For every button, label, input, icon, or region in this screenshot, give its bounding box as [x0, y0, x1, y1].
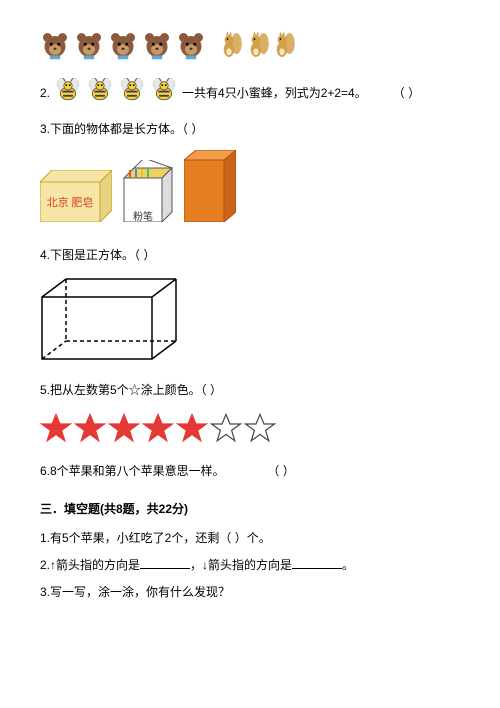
animal-row	[40, 30, 460, 66]
soap-box-icon: 北京 肥皂	[40, 170, 112, 222]
star-icon	[176, 412, 208, 450]
squirrel-icon	[273, 30, 296, 66]
s3-q2-mid: ，↓箭头指的方向是	[190, 558, 292, 572]
star-icon	[210, 412, 242, 450]
svg-text:粉笔: 粉笔	[133, 210, 153, 222]
question-5: 5.把从左数第5个☆涂上颜色。（ ）	[40, 381, 460, 400]
bear-icon	[176, 30, 206, 66]
question-6: 6.8个苹果和第八个苹果意思一样。 （ ）	[40, 462, 460, 481]
bear-icon	[108, 30, 138, 66]
s3-q2-end: 。	[342, 558, 354, 572]
star-icon	[244, 412, 276, 450]
s3-q1: 1.有5个苹果，小红吃了2个，还剩（ ）个。	[40, 529, 460, 548]
star-icon	[142, 412, 174, 450]
s3-q3: 3.写一写，涂一涂，你有什么发现？	[40, 583, 460, 602]
s3-q2: 2.↑箭头指的方向是 ，↓箭头指的方向是 。	[40, 556, 460, 575]
boxes-row: 北京 肥皂 粉笔	[40, 150, 460, 222]
blank-2	[292, 557, 342, 569]
question-4: 4.下图是正方体。（ ）	[40, 246, 460, 265]
q6-text: 6.8个苹果和第八个苹果意思一样。	[40, 464, 225, 478]
s3-q3-text: 3.写一写，涂一涂，你有什么发现？	[40, 585, 230, 599]
bee-icon	[86, 76, 114, 110]
squirrel-icon	[220, 30, 243, 66]
blank-1	[140, 557, 190, 569]
bear-icon	[40, 30, 70, 66]
bee-icon	[54, 76, 82, 110]
section-3-header: 三．填空题(共8题，共22分)	[40, 500, 460, 519]
star-icon	[108, 412, 140, 450]
s3-q2-pre: 2.↑箭头指的方向是	[40, 558, 140, 572]
bee-icon	[150, 76, 178, 110]
q3-text: 3.下面的物体都是长方体。（ ）	[40, 122, 203, 136]
orange-box-icon	[184, 150, 236, 222]
bear-icon	[74, 30, 104, 66]
squirrel-icon	[247, 30, 270, 66]
bear-icon	[142, 30, 172, 66]
star-row	[40, 412, 460, 450]
s3-q1-text: 1.有5个苹果，小红吃了2个，还剩（ ）个。	[40, 531, 271, 545]
svg-text:北京 肥皂: 北京 肥皂	[47, 195, 94, 209]
q6-paren: （ ）	[267, 464, 294, 478]
q5-text: 5.把从左数第5个☆涂上颜色。（ ）	[40, 383, 222, 397]
q2-prefix: 2.	[40, 84, 50, 103]
star-icon	[74, 412, 106, 450]
question-3: 3.下面的物体都是长方体。（ ）	[40, 120, 460, 139]
question-2: 2.	[40, 76, 460, 110]
q4-text: 4.下图是正方体。（ ）	[40, 248, 155, 262]
q2-paren: （ ）	[393, 84, 420, 103]
chalk-box-icon: 粉笔	[120, 160, 176, 222]
cuboid-diagram	[40, 277, 460, 369]
bee-icon	[118, 76, 146, 110]
q2-text: 一共有4只小蜜蜂，列式为2+2=4。	[182, 84, 367, 103]
star-icon	[40, 412, 72, 450]
